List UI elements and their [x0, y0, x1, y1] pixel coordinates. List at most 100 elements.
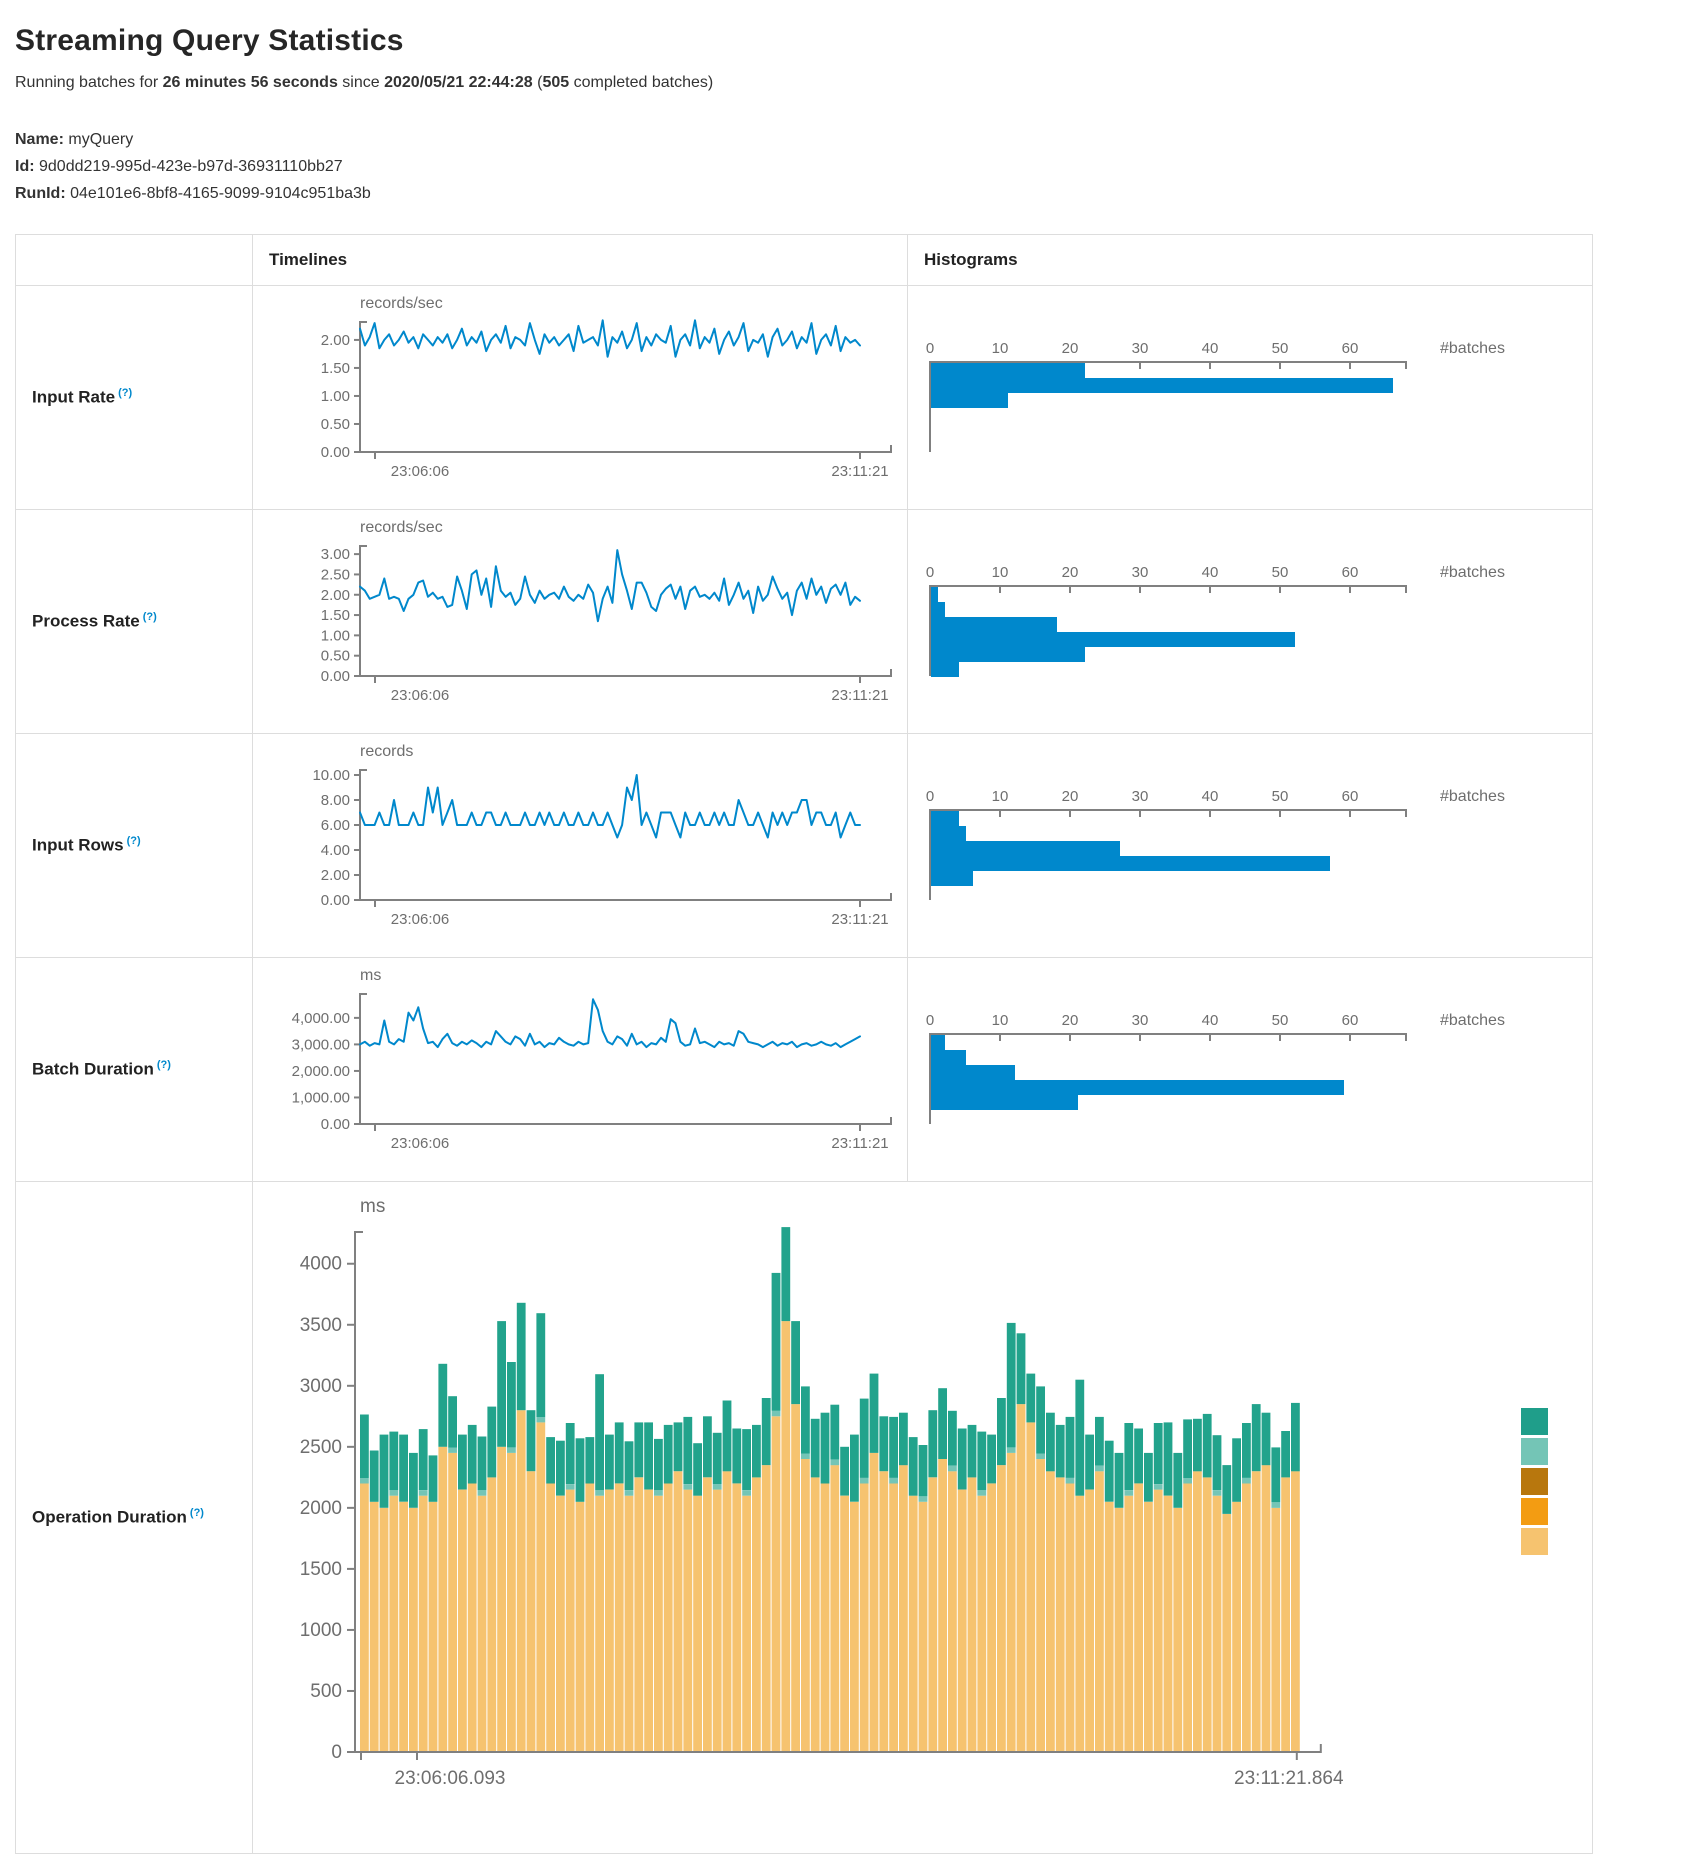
- input-rate-histogram-chart: 0 10 20 30 40 50 60 #batches: [926, 340, 1505, 452]
- svg-text:30: 30: [1132, 1012, 1149, 1029]
- input-rows-timeline-chart: records 0.00 2.00 4.00 6.00 8.00 10.00 23:06:06…: [312, 743, 892, 928]
- svg-text:10: 10: [992, 1012, 1009, 1029]
- svg-text:#batches: #batches: [1440, 1012, 1505, 1029]
- svg-text:4,000.00: 4,000.00: [292, 1009, 350, 1026]
- metric-column-header: [15, 233, 253, 286]
- svg-text:0.00: 0.00: [321, 1116, 350, 1133]
- svg-text:0: 0: [926, 788, 934, 805]
- metric-label: Operation Duration: [32, 1507, 187, 1527]
- svg-text:#batches: #batches: [1440, 788, 1505, 805]
- svg-text:50: 50: [1272, 1012, 1289, 1029]
- input-rate-row: Input Rate (?) records/sec 0.00 0.50 1.00 1.5…: [15, 284, 1593, 510]
- svg-text:ms: ms: [360, 967, 381, 984]
- svg-text:20: 20: [1062, 788, 1079, 805]
- process-rate-timeline-cell: records/sec 0.00 0.50 1.00 1.50 2.00 2.50 3.00 2…: [252, 508, 908, 734]
- svg-text:1.00: 1.00: [321, 388, 350, 405]
- svg-text:0.50: 0.50: [321, 416, 350, 433]
- svg-text:0: 0: [926, 564, 934, 581]
- svg-text:4.00: 4.00: [321, 842, 350, 859]
- help-icon[interactable]: (?): [142, 610, 157, 623]
- summary-text: (: [532, 74, 543, 91]
- input-rows-row: Input Rows (?) records 0.00 2.00 4.00 6.00 8.0…: [15, 732, 1593, 958]
- svg-text:50: 50: [1272, 788, 1289, 805]
- query-runid-label: RunId:: [15, 185, 66, 203]
- svg-text:2.00: 2.00: [321, 867, 350, 884]
- query-name-label: Name:: [15, 131, 64, 148]
- query-id-value: 9d0dd219-995d-423e-b97d-36931110bb27: [39, 158, 343, 176]
- svg-text:1.00: 1.00: [321, 627, 350, 644]
- legend-swatch: [1521, 1527, 1548, 1555]
- svg-text:40: 40: [1202, 340, 1219, 357]
- svg-text:records/sec: records/sec: [360, 295, 443, 312]
- operation-duration-chart-cell: ms 0 500 1000 1500 2000 2500 3000 3500 4000 23:06:…: [252, 1180, 1593, 1854]
- svg-text:60: 60: [1342, 340, 1359, 357]
- svg-text:23:11:21: 23:11:21: [831, 1135, 888, 1152]
- query-runid-line: RunId: 04e101e6-8bf8-4165-9099-9104c951b…: [15, 180, 1678, 207]
- legend-swatch: [1521, 1437, 1548, 1465]
- svg-text:10.00: 10.00: [312, 767, 350, 784]
- summary-text: since: [337, 74, 385, 91]
- batch-duration-row: Batch Duration (?) ms 0.00 1,000.00 2,000.00…: [15, 956, 1593, 1182]
- svg-text:1.50: 1.50: [321, 607, 350, 624]
- svg-text:10: 10: [992, 564, 1009, 581]
- svg-text:2000: 2000: [300, 1497, 342, 1518]
- metric-label-cell: Process Rate (?): [15, 508, 253, 734]
- svg-text:ms: ms: [360, 1196, 385, 1217]
- svg-text:records/sec: records/sec: [360, 519, 443, 536]
- metric-label-cell: Batch Duration (?): [15, 956, 253, 1182]
- help-icon[interactable]: (?): [156, 1058, 171, 1071]
- svg-text:20: 20: [1062, 564, 1079, 581]
- input-rows-histogram-cell: 0 10 20 30 40 50 60 #batches: [907, 732, 1593, 958]
- input-rate-timeline-chart: records/sec 0.00 0.50 1.00 1.50 2.00 23:06:06 2…: [321, 295, 892, 480]
- svg-text:10: 10: [992, 788, 1009, 805]
- svg-text:40: 40: [1202, 1012, 1219, 1029]
- batch-duration-timeline-chart: ms 0.00 1,000.00 2,000.00 3,000.00 4,000.00 23…: [292, 967, 892, 1152]
- legend-swatch: [1521, 1497, 1548, 1525]
- operation-duration-stacked-chart: ms 0 500 1000 1500 2000 2500 3000 3500 4000 23:06:…: [300, 1196, 1344, 1789]
- svg-text:60: 60: [1342, 1012, 1359, 1029]
- svg-text:0: 0: [926, 340, 934, 357]
- svg-text:2,000.00: 2,000.00: [292, 1063, 350, 1080]
- svg-text:23:11:21: 23:11:21: [831, 911, 888, 928]
- running-batches-summary: Running batches for 26 minutes 56 second…: [15, 74, 1678, 92]
- svg-text:3,000.00: 3,000.00: [292, 1036, 350, 1053]
- help-icon[interactable]: (?): [189, 1506, 204, 1519]
- svg-text:50: 50: [1272, 564, 1289, 581]
- svg-text:23:06:06: 23:06:06: [391, 1135, 449, 1152]
- svg-text:23:06:06: 23:06:06: [391, 463, 449, 480]
- svg-text:60: 60: [1342, 788, 1359, 805]
- process-rate-histogram-chart: 0 10 20 30 40 50 60 #batches: [926, 564, 1505, 677]
- completed-batches-count: 505: [542, 74, 570, 91]
- svg-text:500: 500: [310, 1681, 342, 1702]
- svg-text:0.00: 0.00: [321, 444, 350, 461]
- help-icon[interactable]: (?): [118, 386, 133, 399]
- svg-text:6.00: 6.00: [321, 817, 350, 834]
- svg-text:1500: 1500: [300, 1558, 342, 1579]
- batch-duration-timeline-cell: ms 0.00 1,000.00 2,000.00 3,000.00 4,000.00 23…: [252, 956, 908, 1182]
- svg-text:40: 40: [1202, 788, 1219, 805]
- batch-duration-histogram-cell: 0 10 20 30 40 50 60 #batches: [907, 956, 1593, 1182]
- svg-text:0.50: 0.50: [321, 647, 350, 664]
- query-info: Name: myQuery Id: 9d0dd219-995d-423e-b97…: [15, 126, 1678, 208]
- svg-text:4000: 4000: [300, 1253, 342, 1274]
- help-icon[interactable]: (?): [126, 834, 141, 847]
- svg-text:30: 30: [1132, 340, 1149, 357]
- svg-text:0: 0: [926, 1012, 934, 1029]
- query-id-line: Id: 9d0dd219-995d-423e-b97d-36931110bb27: [15, 153, 1678, 180]
- process-rate-row: Process Rate (?) records/sec 0.00 0.50 1.00 1…: [15, 508, 1593, 734]
- svg-text:2.00: 2.00: [321, 586, 350, 603]
- svg-text:3500: 3500: [300, 1314, 342, 1335]
- svg-text:23:06:06.093: 23:06:06.093: [395, 1768, 506, 1789]
- svg-text:23:11:21: 23:11:21: [831, 687, 888, 704]
- batch-duration-histogram-chart: 0 10 20 30 40 50 60 #batches: [926, 1012, 1505, 1124]
- query-runid-value: 04e101e6-8bf8-4165-9099-9104c951ba3b: [70, 185, 371, 203]
- svg-text:0: 0: [331, 1742, 342, 1763]
- start-timestamp: 2020/05/21 22:44:28: [384, 74, 533, 91]
- legend-swatch: [1521, 1407, 1548, 1435]
- svg-text:1.50: 1.50: [321, 360, 350, 377]
- process-rate-timeline-chart: records/sec 0.00 0.50 1.00 1.50 2.00 2.50 3.00 2…: [321, 519, 892, 704]
- query-name-line: Name: myQuery: [15, 126, 1678, 153]
- svg-text:3.00: 3.00: [321, 546, 350, 563]
- svg-text:23:11:21: 23:11:21: [831, 463, 888, 480]
